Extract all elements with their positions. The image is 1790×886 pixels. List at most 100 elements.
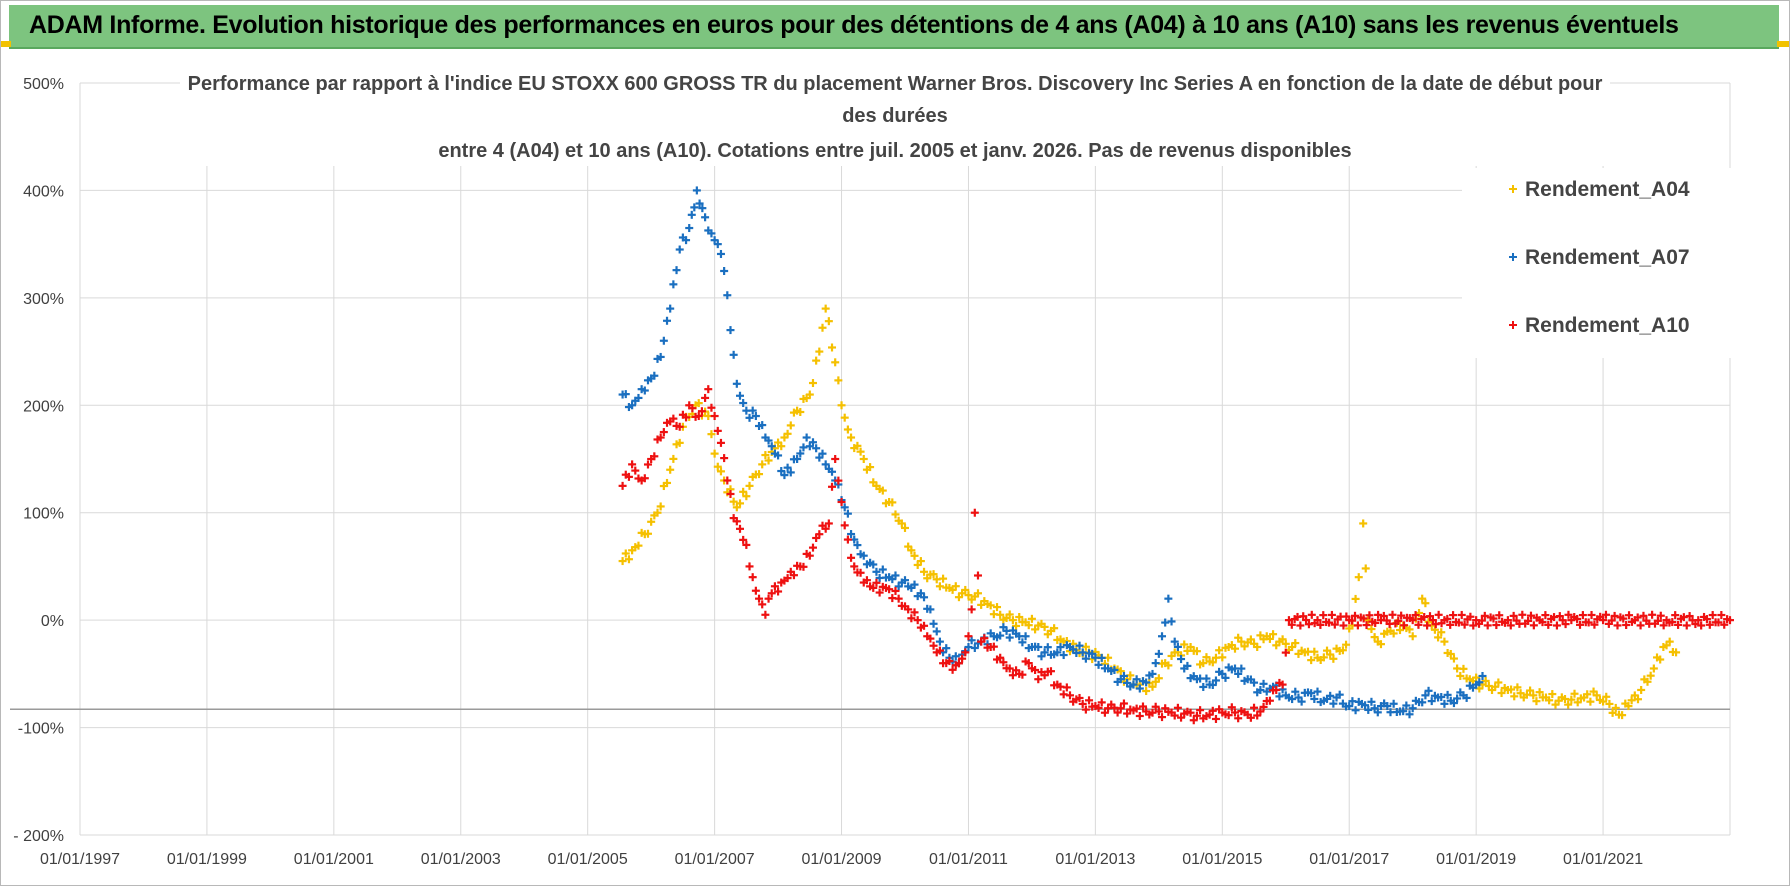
point-rendement-a07 [1310, 694, 1319, 703]
point-rendement-a07 [1297, 697, 1306, 706]
point-rendement-a07 [1154, 649, 1163, 658]
point-rendement-a04 [1012, 621, 1021, 630]
point-rendement-a04 [777, 442, 786, 451]
point-rendement-a07 [1081, 654, 1090, 663]
point-rendement-a10 [1590, 620, 1599, 629]
point-rendement-a10 [713, 426, 722, 435]
point-rendement-a07 [1370, 704, 1379, 713]
point-rendement-a10 [1656, 611, 1665, 620]
point-rendement-a10 [1253, 711, 1262, 720]
point-rendement-a10 [688, 404, 697, 413]
point-rendement-a10 [726, 489, 735, 498]
point-rendement-a04 [1665, 637, 1674, 646]
point-rendement-a04 [755, 470, 764, 479]
point-rendement-a07 [942, 644, 951, 653]
point-rendement-a10 [1599, 616, 1608, 625]
point-rendement-a07 [1418, 698, 1427, 707]
point-rendement-a07 [1218, 669, 1227, 678]
point-rendement-a10 [1671, 611, 1680, 620]
point-rendement-a10 [1469, 621, 1478, 630]
point-rendement-a04 [1408, 632, 1417, 641]
point-rendement-a10 [1148, 708, 1157, 717]
point-rendement-a04 [1008, 616, 1017, 625]
x-tick-label: 01/01/2019 [1436, 851, 1516, 868]
point-rendement-a07 [901, 576, 909, 585]
point-rendement-a07 [828, 467, 837, 476]
x-tick-label: 01/01/2007 [675, 851, 755, 868]
point-rendement-a07 [1177, 655, 1186, 664]
point-rendement-a07 [1094, 660, 1103, 669]
point-rendement-a07 [1221, 673, 1230, 682]
point-rendement-a07 [1132, 675, 1141, 684]
point-rendement-a04 [1307, 656, 1316, 665]
point-rendement-a04 [1418, 594, 1427, 603]
point-rendement-a04 [643, 529, 652, 538]
point-rendement-a10 [954, 659, 963, 668]
point-rendement-a07 [805, 442, 814, 451]
point-rendement-a10 [1081, 705, 1090, 714]
point-rendement-a04 [1516, 689, 1525, 698]
point-rendement-a04 [729, 497, 738, 506]
point-rendement-a04 [666, 465, 675, 474]
point-rendement-a07 [1408, 704, 1417, 713]
point-rendement-a07 [1158, 632, 1167, 641]
point-rendement-a04 [1646, 671, 1655, 680]
point-rendement-a10 [910, 608, 919, 617]
point-rendement-a10 [1100, 708, 1109, 717]
point-rendement-a04 [1154, 674, 1163, 683]
point-rendement-a04 [618, 557, 627, 566]
point-rendement-a04 [1449, 654, 1458, 663]
point-rendement-a04 [1491, 682, 1500, 691]
point-rendement-a10 [774, 587, 783, 596]
x-tick-label: 01/01/2013 [1055, 851, 1135, 868]
point-rendement-a10 [1123, 709, 1132, 718]
point-rendement-a04 [1456, 671, 1465, 680]
point-rendement-a10 [837, 497, 846, 506]
point-rendement-a10 [1119, 699, 1128, 708]
point-rendement-a07 [764, 436, 773, 445]
point-rendement-a10 [1414, 620, 1423, 629]
point-rendement-a04 [1329, 654, 1338, 663]
point-rendement-a10 [1526, 611, 1535, 620]
point-rendement-a04 [1611, 703, 1620, 712]
point-rendement-a10 [1256, 707, 1265, 716]
point-rendement-a10 [1062, 683, 1071, 692]
point-rendement-a07 [916, 589, 925, 598]
point-rendement-a04 [736, 499, 744, 508]
point-rendement-a04 [996, 610, 1005, 619]
point-rendement-a10 [1034, 675, 1043, 684]
point-rendement-a07 [1294, 693, 1303, 702]
point-rendement-a04 [1246, 635, 1255, 644]
point-rendement-a10 [643, 460, 652, 469]
point-rendement-a10 [1227, 703, 1236, 712]
point-rendement-a07 [692, 186, 701, 195]
point-rendement-a10 [967, 605, 976, 614]
point-rendement-a10 [755, 594, 764, 603]
point-rendement-a04 [786, 421, 795, 430]
point-rendement-a10 [624, 472, 633, 481]
point-rendement-a10 [1573, 614, 1582, 623]
point-rendement-a10 [935, 646, 944, 655]
point-rendement-a10 [1601, 610, 1610, 619]
point-rendement-a04 [745, 481, 754, 490]
point-rendement-a07 [1053, 648, 1062, 657]
point-rendement-a10 [1078, 699, 1087, 708]
point-rendement-a04 [634, 541, 643, 550]
point-rendement-a07 [1119, 671, 1128, 680]
point-rendement-a07 [1199, 682, 1208, 691]
point-rendement-a04 [1472, 673, 1481, 682]
point-rendement-a10 [834, 476, 843, 485]
point-rendement-a07 [663, 316, 672, 325]
page-title: ADAM Informe. Evolution historique des p… [29, 11, 1679, 39]
point-rendement-a07 [1291, 687, 1300, 696]
point-rendement-a10 [1529, 621, 1538, 630]
point-rendement-a10 [1449, 611, 1458, 620]
point-rendement-a04 [1656, 655, 1665, 664]
point-rendement-a10 [761, 610, 770, 619]
point-rendement-a10 [640, 474, 649, 483]
point-rendement-a10 [913, 616, 922, 625]
point-rendement-a10 [920, 621, 929, 630]
point-rendement-a07 [723, 291, 732, 300]
point-rendement-a04 [1359, 519, 1368, 528]
point-rendement-a04 [993, 603, 1002, 612]
